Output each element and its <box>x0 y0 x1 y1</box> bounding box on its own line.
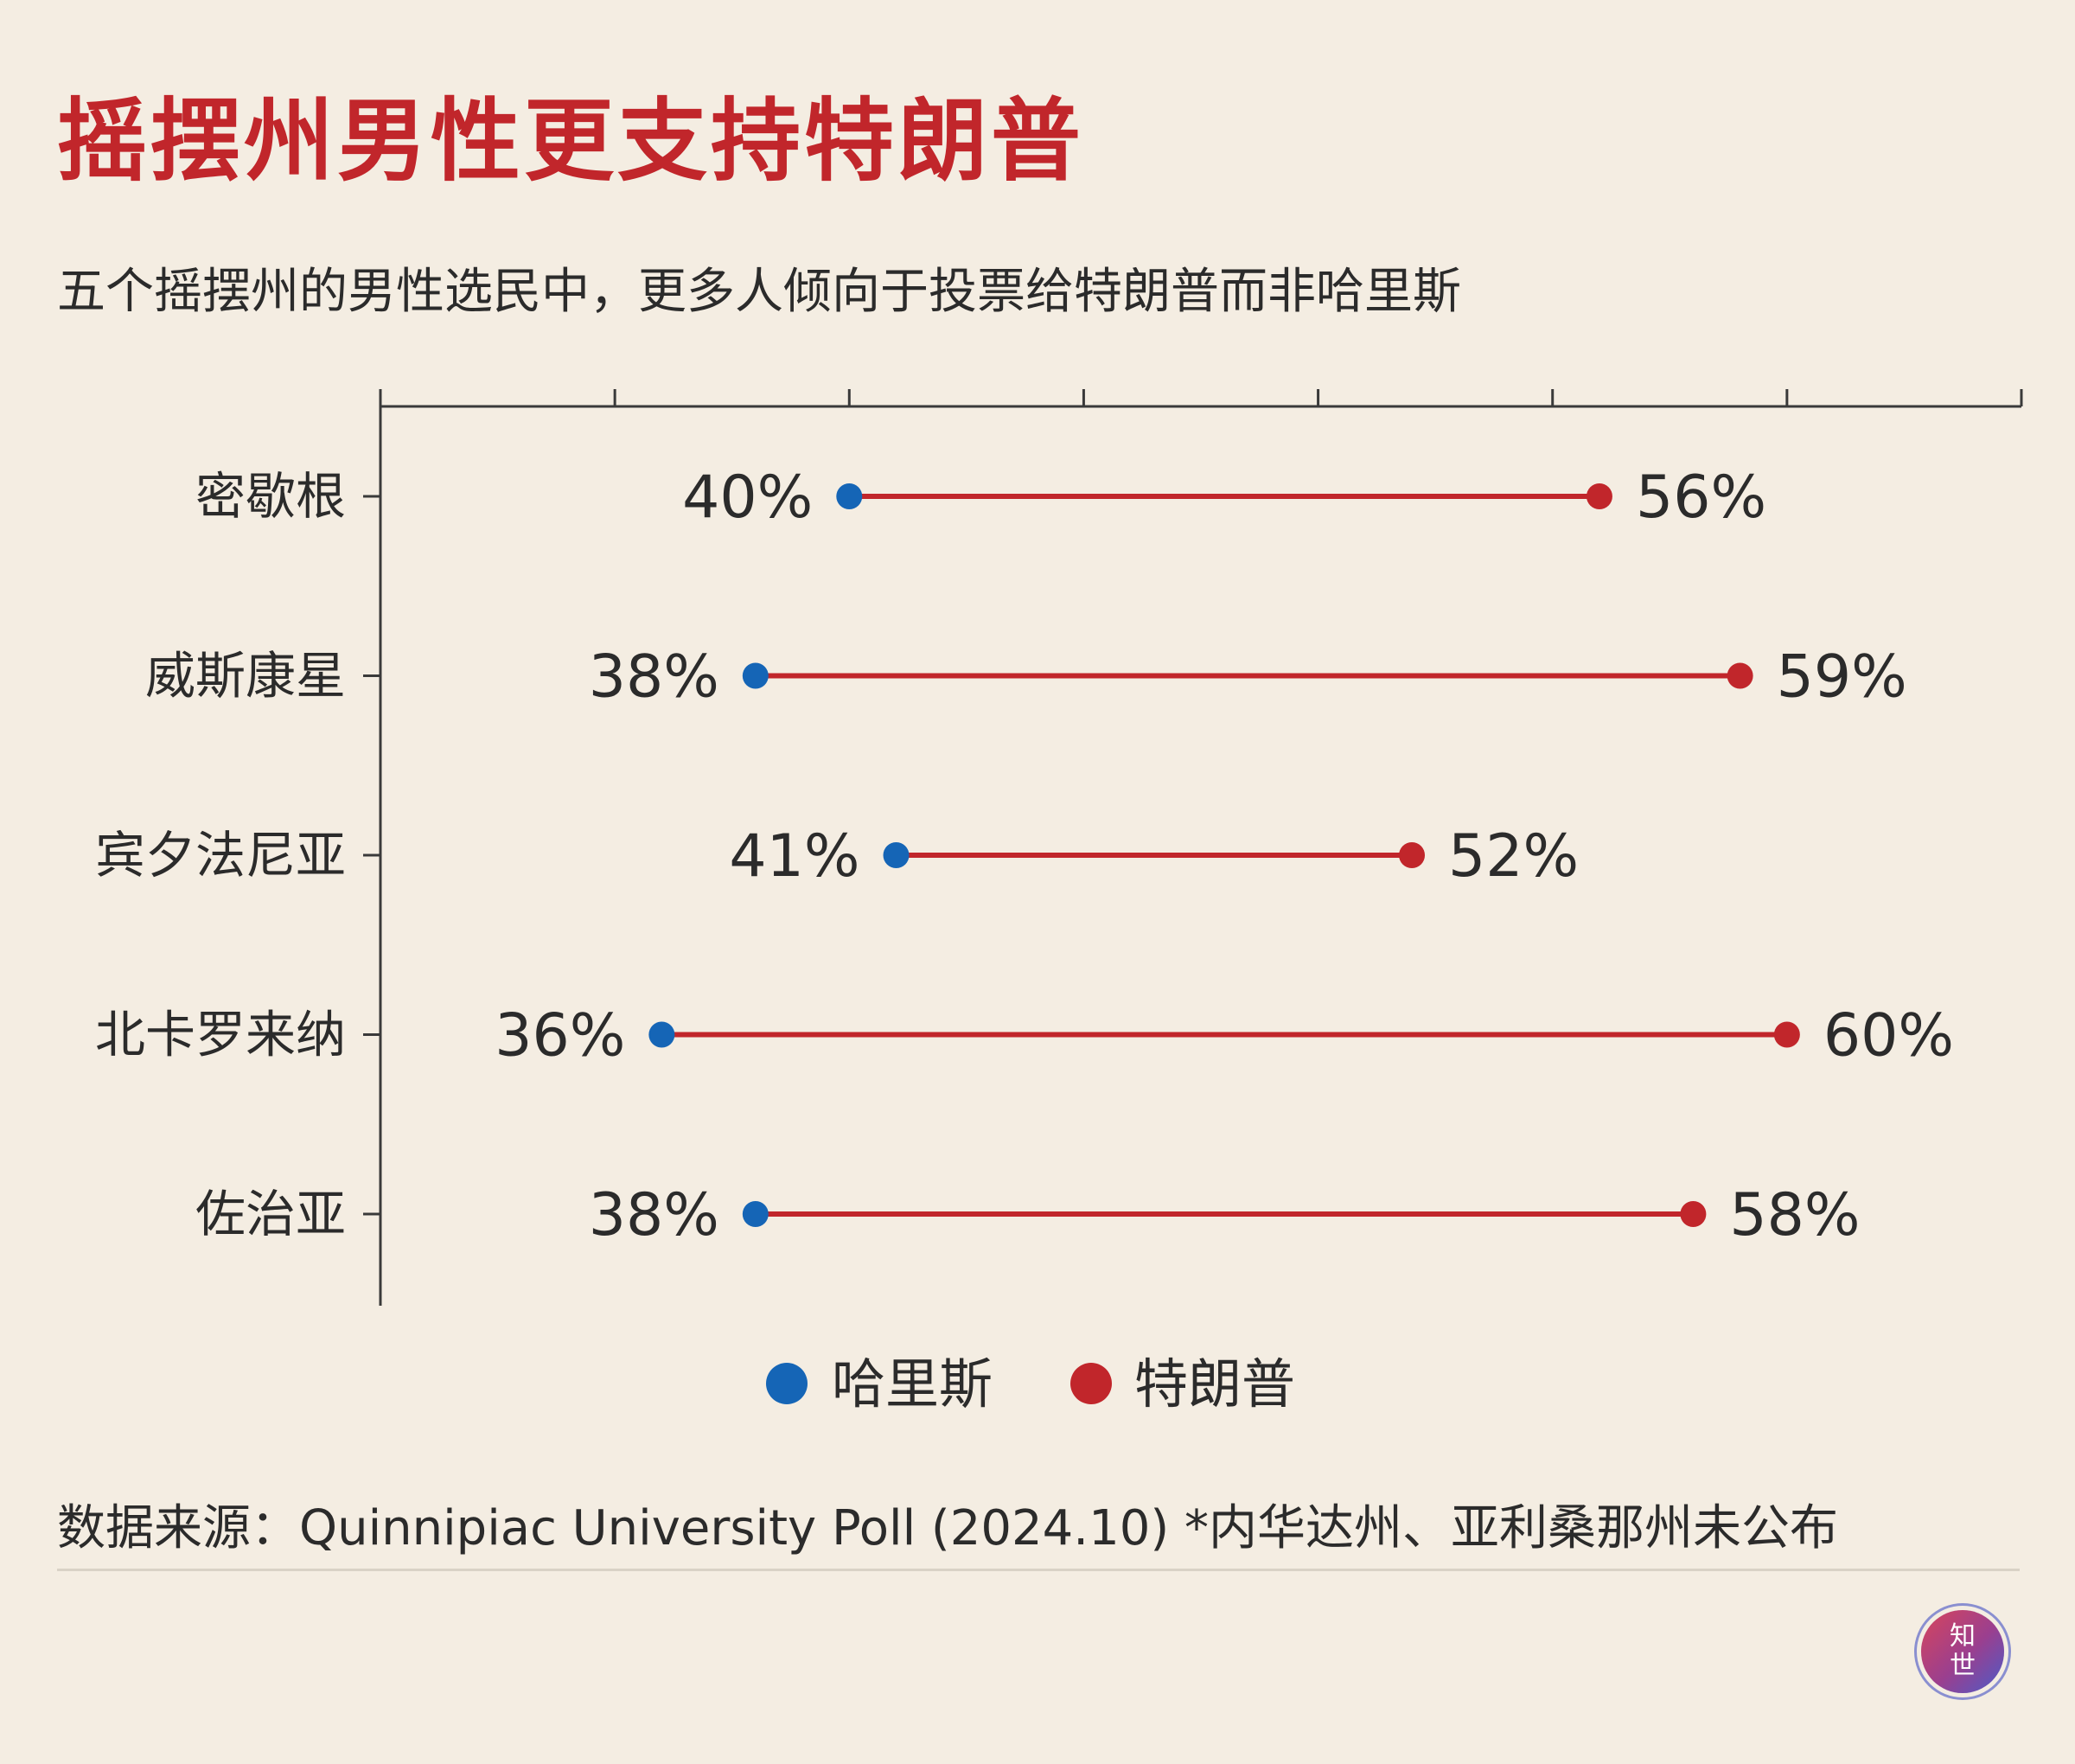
trump-dot <box>1586 483 1612 509</box>
trump-value-label: 60% <box>1823 1002 1954 1071</box>
trump-dot <box>1773 1021 1800 1048</box>
harris-dot <box>836 483 863 509</box>
trump-value-label: 56% <box>1636 463 1766 532</box>
legend-harris-label: 哈里斯 <box>832 1352 993 1416</box>
harris-dot <box>742 1201 769 1227</box>
trump-dot <box>1399 842 1426 868</box>
legend-trump-label: 特朗普 <box>1134 1352 1295 1416</box>
trump-value-label: 59% <box>1777 643 1907 712</box>
trump-dot <box>1727 662 1753 689</box>
category-label: 宾夕法尼亚 <box>95 826 346 885</box>
harris-value-label: 36% <box>495 1002 625 1071</box>
category-label: 密歇根 <box>195 467 346 526</box>
trump-value-label: 58% <box>1729 1181 1860 1250</box>
harris-dot <box>742 662 769 689</box>
brand-logo: 知 世 <box>1921 1610 2004 1693</box>
category-label: 北卡罗来纳 <box>95 1006 346 1064</box>
category-label: 佐治亚 <box>195 1185 346 1243</box>
harris-dot <box>883 842 910 868</box>
harris-value-label: 40% <box>682 463 813 532</box>
trump-value-label: 52% <box>1448 822 1579 891</box>
logo-char-1: 知 <box>1950 1621 1976 1652</box>
dumbbell-chart: 密歇根 40% 56% 威斯康星 38% 59% 宾夕法尼亚 41% 52% 北卡罗来纳 36% 60… <box>95 389 2023 1416</box>
chart-subtitle: 五个摇摆州的男性选民中，更多人倾向于投票给特朗普而非哈里斯 <box>57 264 1461 320</box>
logo-char-2: 世 <box>1950 1651 1976 1681</box>
chart-title: 摇摆州男性更支持特朗普 <box>57 88 1085 194</box>
harris-dot <box>648 1021 675 1048</box>
data-source-note: 数据来源：Quinnipiac University Poll (2024.10… <box>57 1500 1838 1556</box>
harris-value-label: 38% <box>589 1181 719 1250</box>
category-label: 威斯康星 <box>145 647 346 706</box>
legend-trump-marker <box>1070 1363 1112 1404</box>
legend-harris-marker <box>766 1363 808 1404</box>
harris-value-label: 38% <box>589 643 719 712</box>
harris-value-label: 41% <box>729 822 859 891</box>
trump-dot <box>1680 1201 1707 1227</box>
footer-divider <box>57 1569 2020 1571</box>
